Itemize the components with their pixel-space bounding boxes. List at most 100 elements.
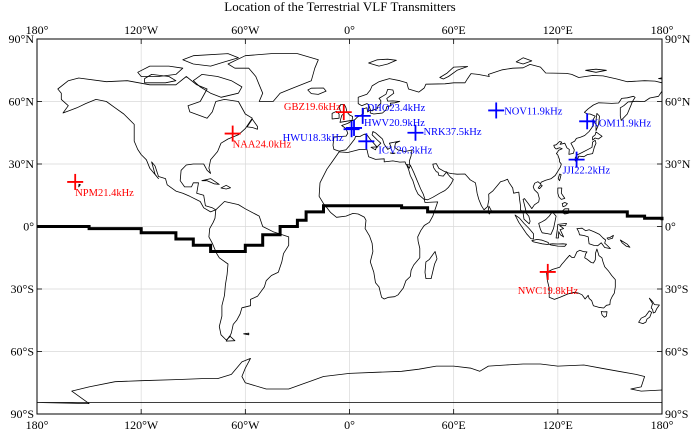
transmitter-markers: NPM21.4kHz NAA24.0kHz GBZ19.6kHz NWC19.8kHz… [67,102,651,297]
terminator-group [37,204,664,253]
coastline-visayas [561,202,568,208]
coastline-ellesmere [182,53,239,67]
chart-title: Location of the Terrestrial VLF Transmit… [224,0,456,14]
coastline-sicily-sardinia [370,146,377,151]
coastline-victoria-isl [144,74,177,84]
coastline-new-britain [606,234,614,240]
transmitter-nwckhz: NWC19.8kHz [518,263,579,297]
coastline-philippines [557,187,566,200]
coastline-sulawesi [555,223,567,239]
transmitter-label: KOM11.9kHz [591,118,651,129]
transmitter-npmkhz: NPM21.4kHz [67,173,134,199]
coastline-hispaniola [220,184,231,190]
lat-label-left-6: 90°S [11,407,34,421]
transmitter-icvkhz: ICV20.3kHz [358,133,433,156]
coastline-nz-north [648,297,660,314]
lat-label-left-4: 30°S [11,282,34,296]
transmitter-label: NOV11.9kHz [504,106,563,117]
lon-label-top-5: 120°E [543,23,573,37]
lon-label-top-6: 180° [651,23,674,37]
coastline-scandinavia-baltic [369,89,401,115]
transmitter-dhokhz: DHO23.4kHz [354,103,426,124]
transmitter-komkhz: KOM11.9kHz [579,113,651,130]
coastline-hainan [537,184,543,189]
coastline-novaya-zemlya [439,66,468,80]
transmitter-novkhz: NOV11.9kHz [488,102,563,119]
coastline-new-guinea [576,227,611,249]
lon-label-bottom-0: 180° [26,418,49,432]
coastline-hokkaido [592,131,603,141]
coastline-falkland [243,332,250,336]
coastline-greenland [227,53,319,102]
coastline-sumatra [514,214,534,240]
lon-label-bottom-5: 120°E [543,418,573,432]
lon-label-bottom-6: 180° [651,418,674,432]
transmitter-label: ICV20.3kHz [378,145,432,156]
coastline-tierra [225,335,236,342]
lat-label-left-2: 30°N [9,157,35,171]
grid-lines [37,39,662,414]
coastline-severnaya [515,57,533,65]
coastline-north-america [57,76,253,213]
lat-label-left-5: 60°S [11,345,34,359]
lat-label-left-0: 90°N [9,32,35,46]
coastline-newfoundland [246,118,258,130]
lat-label-right-1: 60°N [665,95,691,109]
lat-label-left-1: 60°N [9,95,35,109]
transmitter-label: NWC19.8kHz [518,286,579,297]
lon-label-top-3: 0° [344,23,355,37]
lon-label-bottom-4: 60°E [442,418,466,432]
transmitter-label: NAA24.0kHz [233,140,292,151]
transmitter-label: HWV20.9kHz [364,118,425,129]
lon-label-top-1: 120°W [124,23,159,37]
transmitter-hwukhz: HWU18.3kHz [283,121,360,144]
transmitter-hwvkhz: HWV20.9kHz [346,118,425,136]
coastline-arctic-islands [137,65,184,77]
coastline-cuba [201,178,220,185]
lon-label-top-0: 180° [26,23,49,37]
lon-label-top-2: 60°W [231,23,260,37]
lon-label-bottom-3: 0° [344,418,355,432]
lat-label-right-6: 90°S [665,407,688,421]
transmitter-gbzkhz: GBZ19.6kHz [284,102,352,121]
coastline-svalbard [368,58,397,67]
coastline-solomon [619,239,631,248]
lat-label-right-3: 0° [665,220,676,234]
coastline-hawaii [78,183,81,188]
lat-label-right-2: 30°N [665,157,691,171]
coastline-nz-south [638,310,652,324]
coastline-baffin [192,74,243,98]
transmitter-nrkkhz: NRK37.5kHz [407,124,482,141]
transmitter-label: DHO23.4kHz [367,103,426,114]
lon-label-bottom-2: 60°W [231,418,260,432]
coastline-borneo [538,211,557,235]
coastline-taiwan [557,173,562,182]
lon-label-top-4: 60°E [442,23,466,37]
coastline-cyprus-crete [389,152,396,154]
transmitter-label: NRK37.5kHz [423,127,481,138]
coastline-australia [546,248,616,309]
coastline-south-america [208,201,290,341]
coastline-madagascar [424,251,438,279]
transmitter-jjikhz: JJI22.2kHz [563,151,610,177]
transmitter-label: GBZ19.6kHz [284,102,341,113]
lat-label-right-5: 60°S [665,345,688,359]
axis-ticks: 180° 180° 120°W 120°W 60°W 60°W 0° 0° 60°E 60°E 12… [9,23,691,432]
coastline-tasmania [600,311,608,318]
coastline-great-britain [338,104,353,123]
transmitter-naakhz: NAA24.0kHz [224,125,292,151]
lon-label-bottom-1: 120°W [124,418,159,432]
coastline-iceland [307,87,327,95]
lat-label-right-4: 30°S [665,282,688,296]
coastline-sakhalin [595,113,600,132]
coastline-lesser-sunda [548,243,567,247]
coastline-new-siberian [585,68,607,73]
transmitter-label: NPM21.4kHz [75,188,134,199]
coastline-java [531,239,549,245]
transmitter-label: HWU18.3kHz [283,133,344,144]
coastlines [36,53,663,404]
lat-label-left-3: 0° [23,220,34,234]
lat-label-right-0: 90°N [665,32,691,46]
